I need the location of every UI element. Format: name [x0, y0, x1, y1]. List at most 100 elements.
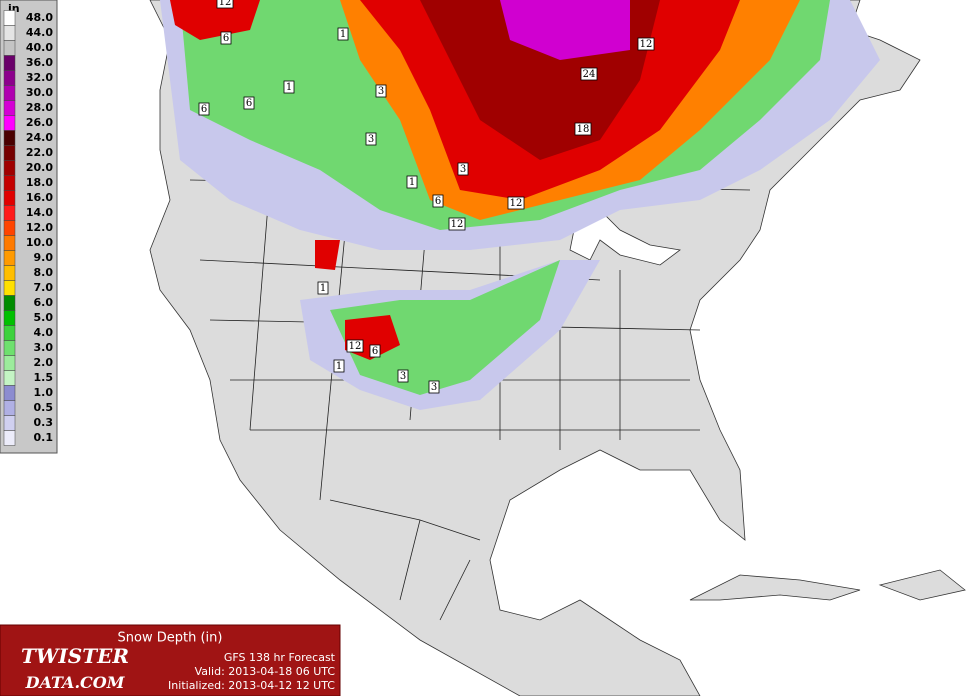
contour-label: 1	[286, 82, 292, 93]
legend-swatch	[3, 10, 16, 26]
legend-unit: in	[8, 2, 20, 15]
contour-label: 6	[201, 104, 207, 115]
contour-label-box	[428, 380, 440, 394]
contour-label: 12	[451, 219, 464, 230]
legend-swatch	[3, 430, 16, 446]
legend-label: 22.0	[26, 146, 53, 159]
legend-label: 8.0	[34, 266, 54, 279]
logo-top: TWISTER	[21, 644, 129, 668]
init-time: Initialized: 2013-04-12 12 UTC	[168, 679, 335, 692]
contour-label-box	[432, 194, 444, 208]
legend-label: 6.0	[34, 296, 54, 309]
logo-bottom: DATA.COM	[25, 673, 126, 692]
contour-label-box	[637, 37, 655, 51]
contour-label: 1	[409, 177, 415, 188]
legend-label: 4.0	[34, 326, 54, 339]
legend-label: 9.0	[34, 251, 54, 264]
contour-labels: 12 6 1 12 24 1 3 6 6 18 3 3 1 6 12 12 1 12 6 1 3 3	[198, 0, 655, 394]
contour-label: 6	[372, 346, 378, 357]
cuba	[689, 574, 861, 601]
contour-label-box	[283, 80, 295, 94]
contour-label: 3	[460, 164, 466, 175]
legend-swatch	[3, 190, 16, 206]
legend-label: 32.0	[26, 71, 53, 84]
contour-label-box	[216, 0, 234, 9]
legend-label: 44.0	[26, 26, 53, 39]
legend-swatch	[3, 160, 16, 176]
contour-label-box	[507, 196, 525, 210]
legend-swatch	[3, 265, 16, 281]
contour-label: 12	[349, 341, 362, 352]
legend-swatch	[3, 130, 16, 146]
contour-label: 12	[219, 0, 232, 8]
legend-swatch	[3, 220, 16, 236]
legend-label: 3.0	[34, 341, 54, 354]
legend-swatch	[3, 415, 16, 431]
legend-swatch	[3, 205, 16, 221]
contour-label-box	[365, 132, 377, 146]
legend-swatch	[3, 85, 16, 101]
contour-label-box	[346, 339, 364, 353]
contour-label-box	[243, 96, 255, 110]
map-title: Snow Depth (in)	[118, 631, 223, 646]
legend-label: 28.0	[26, 101, 53, 114]
contour-label: 1	[336, 361, 342, 372]
legend-label: 48.0	[26, 11, 53, 24]
contour-label-box	[580, 67, 598, 81]
contour-label-box	[198, 102, 210, 116]
legend-label: 36.0	[26, 56, 53, 69]
contour-label: 6	[223, 33, 229, 44]
legend-swatch	[3, 175, 16, 191]
contour-label-box	[220, 31, 232, 45]
legend-swatch	[3, 115, 16, 131]
contour-label-box	[457, 162, 469, 176]
contour-label-box	[369, 344, 381, 358]
legend-swatch	[3, 385, 16, 401]
contour-label-box	[406, 175, 418, 189]
legend-label: 20.0	[26, 161, 53, 174]
legend-label: 5.0	[34, 311, 54, 324]
legend-swatch	[3, 355, 16, 371]
legend-swatch	[3, 100, 16, 116]
legend-swatch	[3, 325, 16, 341]
contour-label: 12	[640, 39, 653, 50]
contour-label: 18	[577, 124, 590, 135]
legend-label: 2.0	[34, 356, 54, 369]
legend-swatch	[3, 70, 16, 86]
contour-label-box	[397, 369, 409, 383]
legend-label: 26.0	[26, 116, 53, 129]
contour-label-box	[337, 27, 349, 41]
contour-label-box	[574, 122, 592, 136]
legend-label: 24.0	[26, 131, 53, 144]
contour-label: 1	[320, 283, 326, 294]
legend-label: 7.0	[34, 281, 54, 294]
legend-swatch	[3, 55, 16, 71]
valid-time: Valid: 2013-04-18 06 UTC	[195, 665, 336, 678]
legend-label: 10.0	[26, 236, 53, 249]
legend-swatch	[3, 235, 16, 251]
contour-label: 12	[510, 198, 523, 209]
legend-swatch	[3, 400, 16, 416]
legend-label: 14.0	[26, 206, 53, 219]
legend-swatch	[3, 370, 16, 386]
contour-label: 1	[340, 29, 346, 40]
contour-label-box	[317, 281, 329, 295]
legend-label: 0.3	[34, 416, 54, 429]
legend-label: 40.0	[26, 41, 53, 54]
contour-label-box	[333, 359, 345, 373]
legend-swatch	[3, 250, 16, 266]
legend-swatch	[3, 295, 16, 311]
legend-swatch	[3, 310, 16, 326]
contour-label: 3	[368, 134, 374, 145]
contour-label: 3	[431, 382, 437, 393]
contour-label: 3	[400, 371, 406, 382]
contour-label-box	[448, 217, 466, 231]
legend-swatch	[3, 145, 16, 161]
legend-label: 30.0	[26, 86, 53, 99]
legend-swatch	[3, 25, 16, 41]
hispaniola	[878, 569, 966, 601]
legend-swatch	[3, 340, 16, 356]
legend-label: 18.0	[26, 176, 53, 189]
info-panel	[0, 624, 341, 696]
